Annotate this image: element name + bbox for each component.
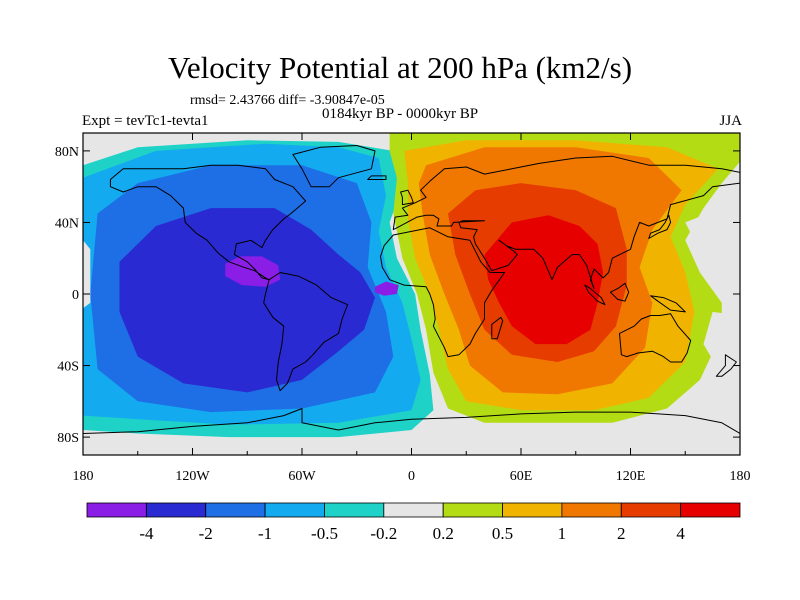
- coastline-sumatra: [584, 284, 606, 306]
- coastline-north-america: [109, 164, 307, 281]
- colorbar-label: -2: [199, 524, 213, 543]
- coastline-borneo: [609, 282, 630, 302]
- x-tick-label: 60W: [288, 469, 316, 484]
- colorbar-label: -1: [258, 524, 272, 543]
- contour-neg-core-atlantic: [375, 281, 399, 296]
- colorbar-box: [86, 502, 147, 518]
- colorbar-box: [205, 502, 266, 518]
- contour-neg-west-deep: [119, 208, 375, 393]
- x-tick-label: 180: [73, 469, 94, 484]
- contour-neutral-north-pacific: [685, 215, 731, 248]
- x-tick-label: 120W: [175, 469, 210, 484]
- chart-title: Velocity Potential at 200 hPa (km2/s): [167, 50, 633, 85]
- contour-field: [83, 133, 740, 455]
- colorbar-label: 4: [676, 524, 685, 543]
- coastlines: [83, 145, 740, 455]
- x-tick-label: 180: [730, 469, 751, 484]
- contour-neutral-southeast-pacific: [703, 311, 740, 393]
- colorbar-label: -0.5: [311, 524, 338, 543]
- colorbar-label: 1: [558, 524, 567, 543]
- coastline-australia: [619, 313, 692, 363]
- colorbar-box: [502, 502, 563, 518]
- y-tick-label: 80N: [55, 145, 79, 160]
- contour-neutral-west-edge: [83, 240, 91, 309]
- colorbar-label: 2: [617, 524, 626, 543]
- coastline-iceland: [367, 175, 387, 180]
- coastline-new-zealand: [715, 354, 737, 377]
- colorbar-label: 0.2: [433, 524, 454, 543]
- coastline-eurasia: [392, 155, 740, 290]
- colorbar-box: [324, 502, 385, 518]
- y-tick-label: 80S: [57, 431, 79, 446]
- colorbar-box: [561, 502, 622, 518]
- colorbar-box: [620, 502, 682, 518]
- coastline-africa: [380, 227, 506, 358]
- y-tick-label: 40N: [55, 216, 79, 231]
- coastline-antarctica: [83, 408, 740, 455]
- colorbar-label: -4: [139, 524, 154, 543]
- x-tick-label: 120E: [616, 469, 646, 484]
- y-tick-label: 0: [72, 288, 79, 303]
- coastline-britain: [400, 189, 414, 206]
- season-label: JJA: [719, 113, 742, 129]
- x-tick-label: 60E: [510, 469, 533, 484]
- colorbar-box: [145, 502, 207, 518]
- colorbar-label: -0.2: [370, 524, 397, 543]
- period-label: 0184kyr BP - 0000kyr BP: [321, 106, 479, 122]
- colorbar-box: [264, 502, 325, 518]
- x-tick-label: 0: [408, 469, 415, 484]
- colorbar-box: [680, 502, 741, 518]
- coastline-madagascar: [491, 316, 504, 340]
- coastline-greenland: [292, 145, 376, 188]
- coastline-south-america: [263, 272, 349, 392]
- axis-ticks: 180 120W 60W 0 60E 120E 180 80N 40N 0 40S 80S: [55, 133, 751, 484]
- coastline-japan: [648, 214, 672, 239]
- colorbar: -4 -2 -1 -0.5 -0.2 0.2 0.5 1 2 4: [86, 502, 741, 543]
- experiment-label: Expt = tevTc1-tevta1: [82, 113, 209, 129]
- stats-label: rmsd= 2.43766 diff= -3.90847e-05: [190, 93, 385, 108]
- y-tick-label: 40S: [57, 360, 79, 375]
- colorbar-label: 0.5: [492, 524, 513, 543]
- colorbar-box: [383, 502, 444, 518]
- coastline-new-guinea: [650, 295, 686, 313]
- colorbar-box: [442, 502, 503, 518]
- contour-pos-core-indian: [484, 215, 604, 345]
